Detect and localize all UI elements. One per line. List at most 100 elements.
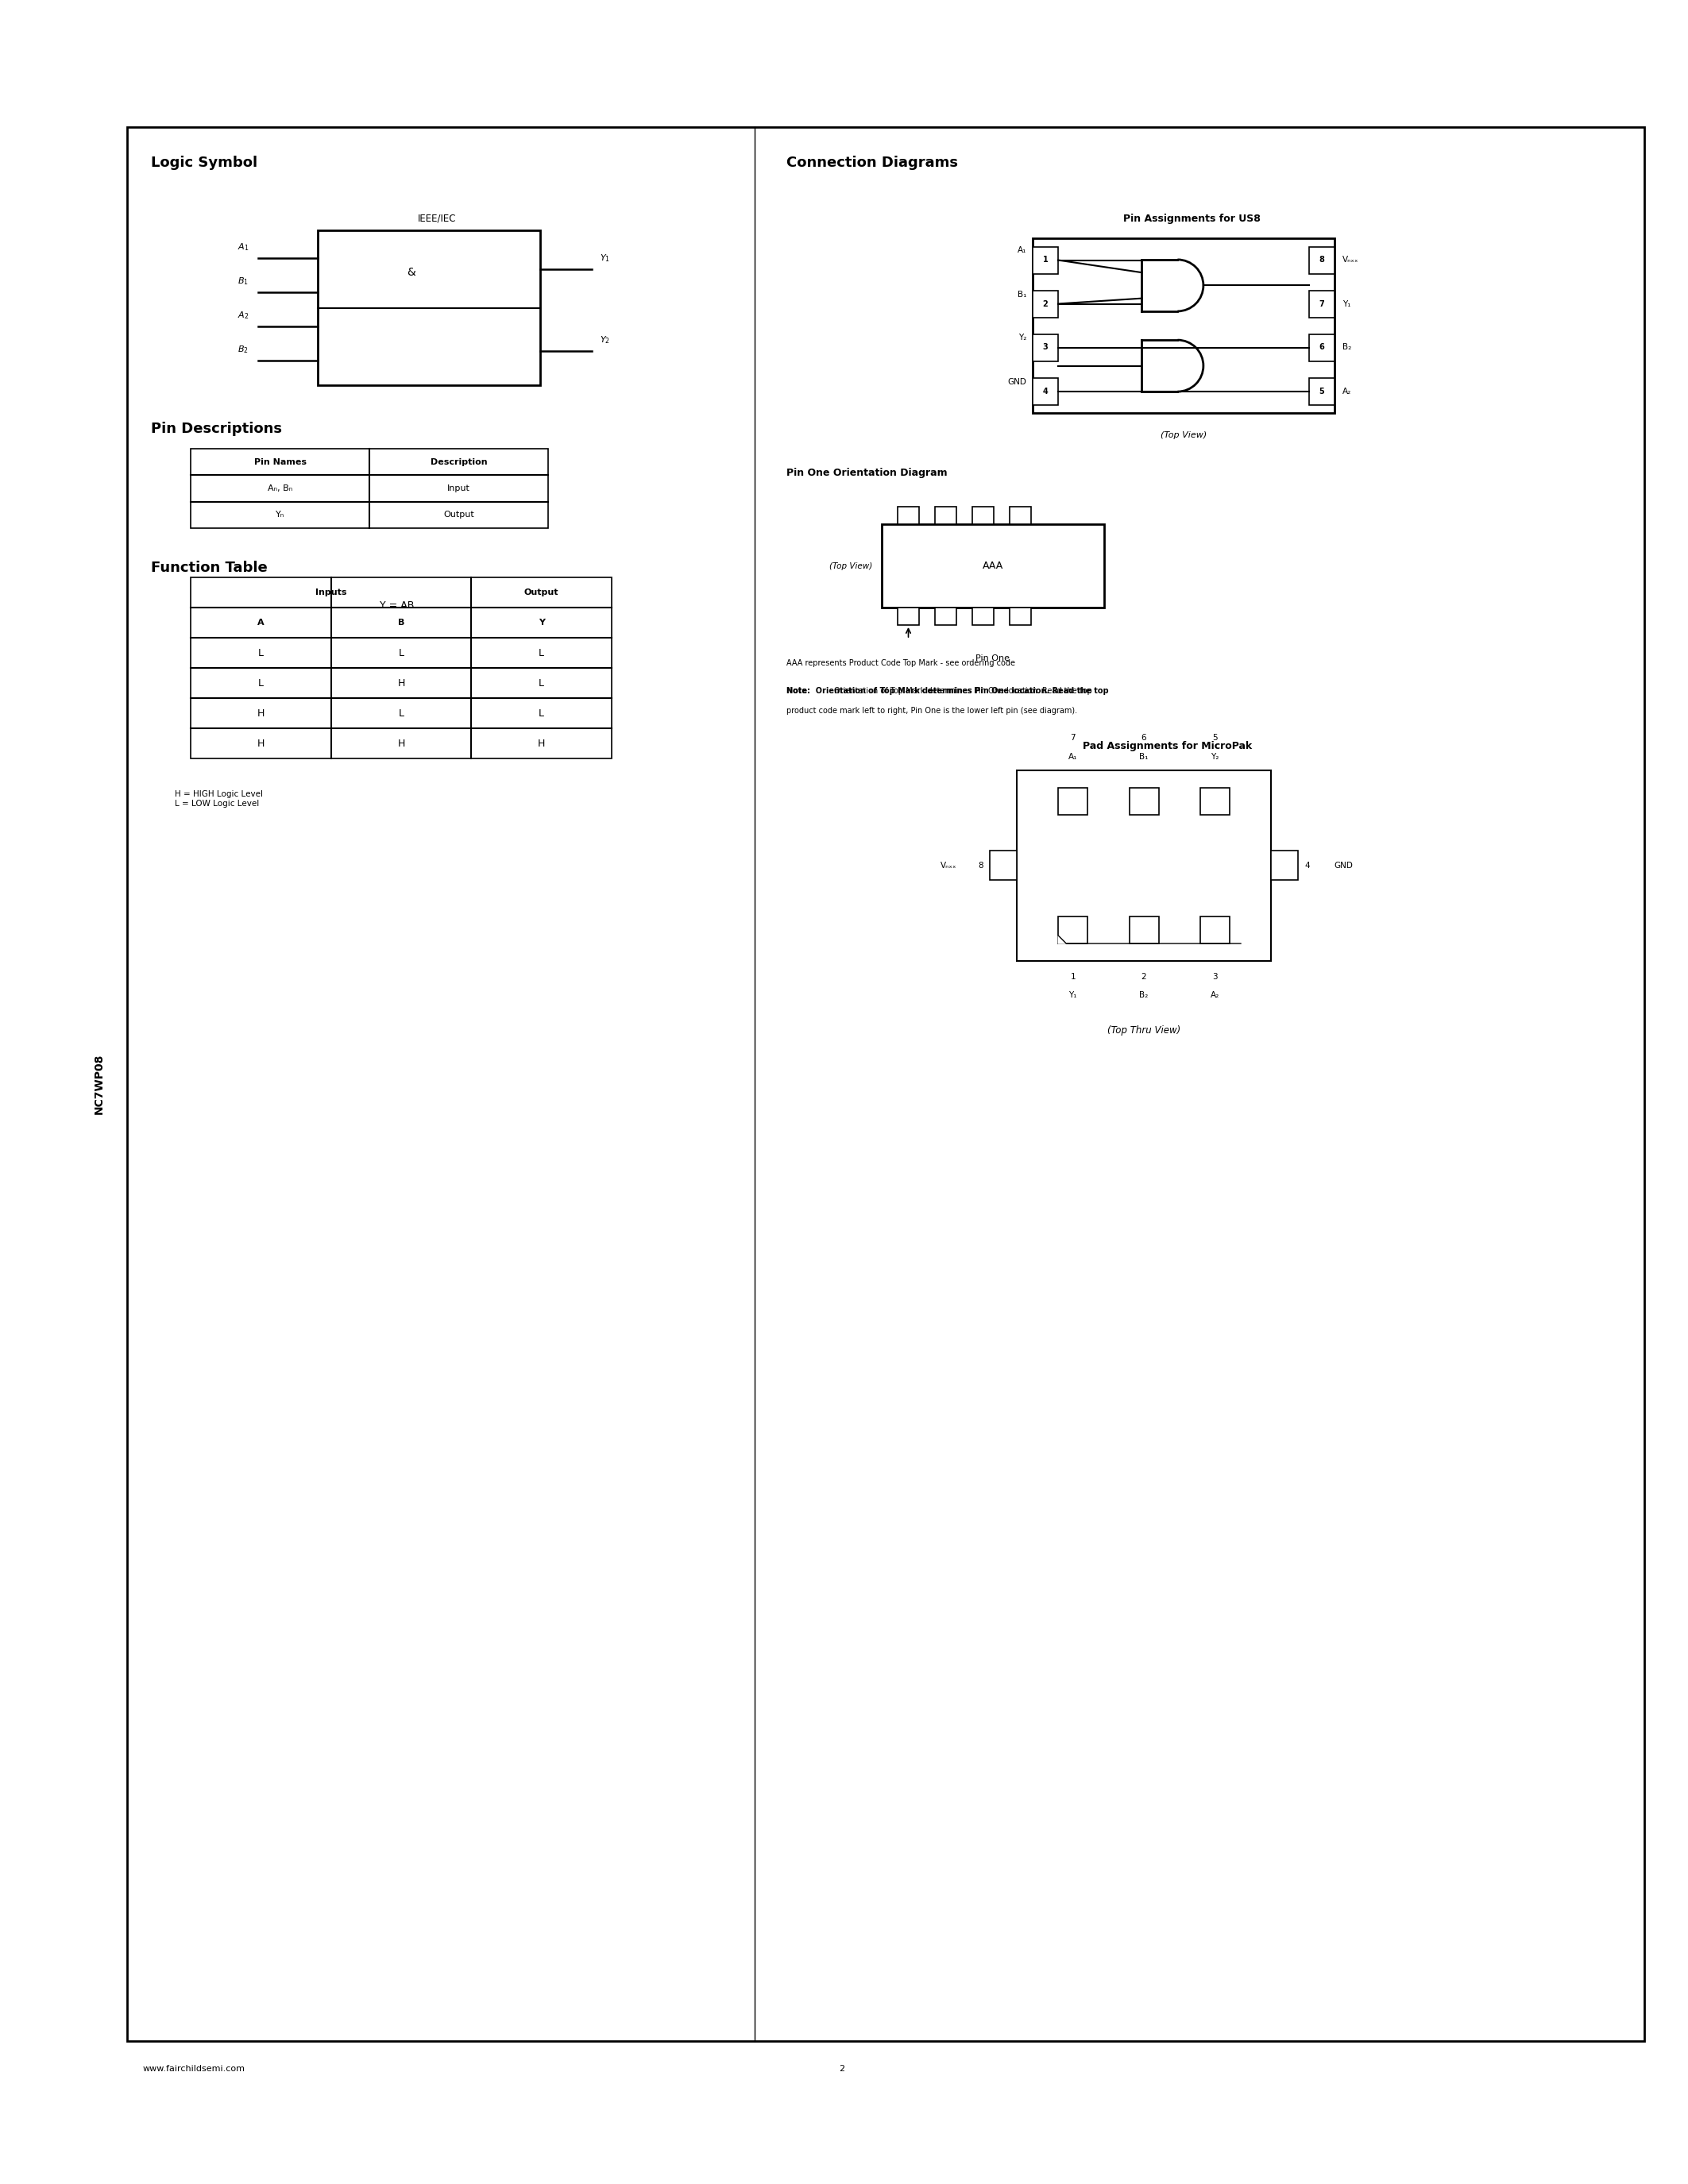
Bar — [1016, 771, 1271, 961]
Bar — [1033, 238, 1335, 413]
Text: Orientation of Top Mark determines Pin One location. Read the top: Orientation of Top Mark determines Pin O… — [834, 688, 1092, 695]
Text: L: L — [398, 708, 403, 719]
Text: $B_2$: $B_2$ — [238, 343, 248, 354]
Bar — [898, 607, 918, 625]
Bar — [935, 607, 957, 625]
Text: H: H — [257, 708, 265, 719]
Text: A: A — [257, 618, 265, 627]
Text: Function Table: Function Table — [150, 561, 267, 574]
Bar — [1310, 290, 1335, 317]
Text: 8: 8 — [1318, 256, 1325, 264]
Text: Y₂: Y₂ — [1018, 334, 1026, 343]
Text: L: L — [398, 649, 403, 657]
Text: Note:  Orientation of Top Mark determines Pin One location. Read the top: Note: Orientation of Top Mark determines… — [787, 688, 1109, 695]
Text: 7: 7 — [1318, 299, 1325, 308]
Text: H: H — [257, 738, 265, 749]
Bar — [1310, 334, 1335, 360]
Text: B₂: B₂ — [1342, 343, 1352, 352]
Text: Pin One Orientation Diagram: Pin One Orientation Diagram — [787, 467, 947, 478]
Text: H: H — [538, 738, 545, 749]
Bar — [1310, 247, 1335, 273]
Bar — [1033, 378, 1058, 404]
Text: Y: Y — [538, 618, 545, 627]
Text: 1: 1 — [1043, 256, 1048, 264]
Text: $A_1$: $A_1$ — [236, 242, 248, 253]
Text: GND: GND — [1334, 863, 1352, 869]
Bar — [1009, 607, 1031, 625]
Text: L: L — [538, 708, 544, 719]
Text: $Y_2$: $Y_2$ — [599, 334, 609, 345]
Bar — [1058, 788, 1087, 815]
Text: AAA: AAA — [982, 561, 1003, 570]
Text: A₂: A₂ — [1210, 992, 1219, 998]
Bar — [989, 852, 1016, 880]
Text: GND: GND — [1008, 378, 1026, 387]
Bar — [317, 229, 540, 384]
Text: A₂: A₂ — [1342, 387, 1352, 395]
Text: NC7WP08: NC7WP08 — [95, 1053, 105, 1114]
Text: H = HIGH Logic Level
L = LOW Logic Level: H = HIGH Logic Level L = LOW Logic Level — [176, 791, 263, 808]
Text: A₁: A₁ — [1069, 753, 1077, 760]
Text: H: H — [397, 738, 405, 749]
Text: 2: 2 — [839, 2064, 846, 2073]
Bar — [1200, 917, 1229, 943]
Bar — [1129, 788, 1158, 815]
Text: L: L — [258, 677, 263, 688]
Text: 5: 5 — [1212, 734, 1217, 743]
Bar — [1200, 788, 1229, 815]
Text: Pin Names: Pin Names — [253, 459, 306, 465]
Text: Input: Input — [447, 485, 471, 491]
Bar — [881, 524, 1104, 607]
Text: Y₂: Y₂ — [1210, 753, 1219, 760]
Bar — [1009, 507, 1031, 524]
Text: Vₙₓₓ: Vₙₓₓ — [940, 863, 957, 869]
Text: L: L — [258, 649, 263, 657]
Bar — [1033, 247, 1058, 273]
Text: 6: 6 — [1141, 734, 1146, 743]
Text: Output: Output — [444, 511, 474, 520]
Text: Inputs: Inputs — [316, 587, 346, 596]
Bar — [1058, 917, 1087, 943]
Text: L: L — [538, 649, 544, 657]
Bar — [1033, 334, 1058, 360]
Text: 3: 3 — [1043, 343, 1048, 352]
Text: 2: 2 — [1043, 299, 1048, 308]
Text: Pin Assignments for US8: Pin Assignments for US8 — [1123, 214, 1261, 223]
Text: 4: 4 — [1305, 863, 1310, 869]
Text: Logic Symbol: Logic Symbol — [150, 155, 258, 170]
Text: 5: 5 — [1318, 387, 1325, 395]
Bar — [1271, 852, 1298, 880]
Text: Connection Diagrams: Connection Diagrams — [787, 155, 959, 170]
Bar — [1129, 917, 1158, 943]
Text: Pin One: Pin One — [976, 655, 1009, 662]
Text: Pad Assignments for MicroPak: Pad Assignments for MicroPak — [1084, 740, 1252, 751]
Text: $B_1$: $B_1$ — [238, 275, 248, 286]
Text: $Y_1$: $Y_1$ — [599, 253, 609, 264]
Text: B₂: B₂ — [1139, 992, 1148, 998]
Text: Y₁: Y₁ — [1342, 299, 1350, 308]
Text: (Top View): (Top View) — [1160, 430, 1207, 439]
Text: 7: 7 — [1070, 734, 1075, 743]
Text: $A_2$: $A_2$ — [238, 310, 248, 321]
Text: AAA represents Product Code Top Mark - see ordering code: AAA represents Product Code Top Mark - s… — [787, 660, 1014, 666]
Text: IEEE/IEC: IEEE/IEC — [417, 214, 456, 223]
Text: 1: 1 — [1070, 972, 1075, 981]
Text: Y = AB: Y = AB — [380, 601, 415, 609]
Text: Y₁: Y₁ — [1069, 992, 1077, 998]
Text: 4: 4 — [1043, 387, 1048, 395]
Bar — [1033, 290, 1058, 317]
Text: product code mark left to right, Pin One is the lower left pin (see diagram).: product code mark left to right, Pin One… — [787, 708, 1077, 714]
Text: 8: 8 — [977, 863, 984, 869]
Bar — [935, 507, 957, 524]
Bar — [127, 127, 1644, 2042]
Bar — [191, 577, 611, 758]
Text: 2: 2 — [1141, 972, 1146, 981]
Text: Aₙ, Bₙ: Aₙ, Bₙ — [268, 485, 292, 491]
Text: Yₙ: Yₙ — [275, 511, 285, 520]
Text: Description: Description — [430, 459, 488, 465]
Text: Pin Descriptions: Pin Descriptions — [150, 422, 282, 437]
Bar — [898, 507, 918, 524]
Bar — [972, 607, 994, 625]
Text: Output: Output — [525, 587, 559, 596]
Text: L: L — [538, 677, 544, 688]
